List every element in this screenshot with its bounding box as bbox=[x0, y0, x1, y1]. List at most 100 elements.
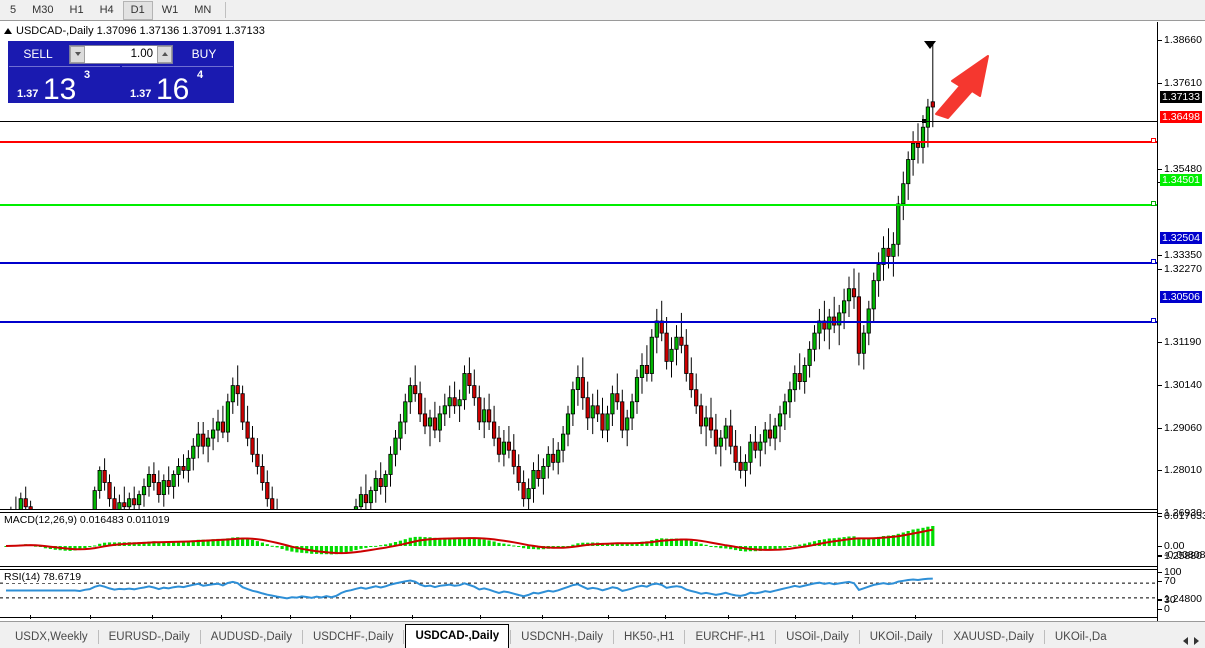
sell-price-prefix: 1.37 bbox=[17, 88, 39, 100]
buy-button[interactable]: BUY bbox=[191, 47, 217, 61]
price-axis-tick: 1.35480 bbox=[1158, 164, 1202, 174]
timeframe-button-mn[interactable]: MN bbox=[194, 4, 212, 16]
chart-tab-xauusd-daily[interactable]: XAUUSD-,Daily bbox=[953, 631, 1034, 643]
chart-tab-eurusd-daily[interactable]: EURUSD-,Daily bbox=[108, 631, 190, 643]
collapse-triangle-icon[interactable] bbox=[4, 28, 12, 34]
red-level-line-handle[interactable] bbox=[1151, 138, 1156, 143]
timeframe-button-w1[interactable]: W1 bbox=[161, 4, 179, 16]
sell-quote[interactable]: 1.37 13 3 bbox=[9, 66, 120, 105]
date-tick-mark bbox=[90, 615, 91, 619]
green-level-line-handle[interactable] bbox=[1151, 201, 1156, 206]
red-level-line[interactable] bbox=[0, 141, 1157, 143]
macd-axis-tick: -0.00808 bbox=[1158, 550, 1205, 560]
scroll-right-icon[interactable] bbox=[1194, 637, 1199, 645]
chart-tab-ukoil-daily[interactable]: UKOil-,Daily bbox=[869, 631, 933, 643]
date-tick-mark bbox=[290, 615, 291, 619]
date-tick-mark bbox=[608, 615, 609, 619]
current-price-marker bbox=[922, 119, 926, 123]
current-price-line[interactable] bbox=[0, 121, 1157, 122]
green-level-line[interactable] bbox=[0, 204, 1157, 206]
volume-stepper[interactable]: 1.00 bbox=[69, 44, 173, 64]
price-axis-tick-label: 1.25880 bbox=[1164, 550, 1202, 562]
chart-tab-eurchf-h1[interactable]: EURCHF-,H1 bbox=[695, 631, 766, 643]
price-axis[interactable]: 1.38660 1.37610 1.35480 1.33350 1.31190 1.301… bbox=[1157, 22, 1205, 647]
tick-mark-icon bbox=[1158, 427, 1162, 429]
price-axis-tick: 1.25880 bbox=[1158, 551, 1202, 561]
macd-axis-tick: 0.017653 bbox=[1158, 511, 1205, 521]
price-axis-green-level-label[interactable]: 1.34501 bbox=[1160, 174, 1202, 186]
macd-label: MACD(12,26,9) 0.016483 0.011019 bbox=[4, 514, 173, 526]
tab-divider bbox=[775, 630, 777, 644]
date-tick-mark bbox=[665, 615, 666, 619]
tick-mark-icon bbox=[1158, 82, 1162, 84]
rsi-axis-tick: 70 bbox=[1158, 576, 1176, 586]
chart-title-text: USDCAD-,Daily 1.37096 1.37136 1.37091 1.… bbox=[16, 25, 265, 37]
price-axis-tick-label: 1.35480 bbox=[1164, 163, 1202, 175]
macd-axis-tick-label: 0.00 bbox=[1164, 540, 1185, 552]
blue-level-line-1-handle[interactable] bbox=[1151, 259, 1156, 264]
macd-pane[interactable]: MACD(12,26,9) 0.016483 0.011019 bbox=[0, 512, 1157, 567]
one-click-trading-panel[interactable]: SELL 1.00 BUY 1.37 13 3 bbox=[8, 41, 234, 105]
chart-tab-audusd-daily[interactable]: AUDUSD-,Daily bbox=[210, 631, 292, 643]
volume-decrement-button[interactable] bbox=[70, 45, 85, 63]
timeframe-button-h4[interactable]: H4 bbox=[99, 4, 114, 16]
tick-mark-icon bbox=[1158, 608, 1162, 610]
price-axis-tick: 1.33350 bbox=[1158, 250, 1202, 260]
sell-button[interactable]: SELL bbox=[23, 47, 53, 61]
chart-tab-bar: USDX,Weekly EURUSD-,Daily AUDUSD-,Daily USD… bbox=[0, 621, 1205, 648]
tick-mark-icon bbox=[1158, 580, 1162, 582]
price-axis-tick-label: 1.26930 bbox=[1164, 507, 1202, 519]
price-axis-tick-label: 1.32270 bbox=[1164, 263, 1202, 275]
tick-mark-icon bbox=[1158, 512, 1162, 514]
timeframe-button-h1[interactable]: H1 bbox=[69, 4, 84, 16]
chart-tab-hk50-h1[interactable]: HK50-,H1 bbox=[623, 631, 675, 643]
tab-scroll-controls[interactable] bbox=[1183, 637, 1205, 648]
blue-level-line-2[interactable] bbox=[0, 321, 1157, 323]
tab-divider bbox=[612, 630, 614, 644]
tab-divider bbox=[1043, 630, 1045, 644]
chart-tab-ukoil-da[interactable]: UKOil-,Da bbox=[1054, 631, 1107, 643]
tab-divider bbox=[942, 630, 944, 644]
rsi-axis-tick-label: 0 bbox=[1164, 603, 1170, 615]
trade-panel-controls: SELL 1.00 BUY bbox=[9, 42, 233, 66]
chart-tab-usoil-daily[interactable]: USOil-,Daily bbox=[786, 631, 849, 643]
timeframe-button-d1[interactable]: D1 bbox=[122, 0, 153, 20]
blue-level-line-1[interactable] bbox=[0, 262, 1157, 264]
chart-tab-usdcnh-daily[interactable]: USDCNH-,Daily bbox=[521, 631, 603, 643]
date-tick-mark bbox=[728, 615, 729, 619]
rsi-label: RSI(14) 78.6719 bbox=[4, 571, 85, 583]
macd-axis-tick: 0.00 bbox=[1158, 541, 1184, 551]
timeframe-button-group: 5 M30 H1 H4 D1 W1 MN bbox=[0, 0, 219, 20]
date-tick-mark bbox=[221, 615, 222, 619]
blue-level-line-2-handle[interactable] bbox=[1151, 318, 1156, 323]
chart-tab-usdcad-daily[interactable]: USDCAD-,Daily bbox=[405, 624, 510, 648]
chevron-down-icon bbox=[74, 52, 81, 56]
buy-quote[interactable]: 1.37 16 4 bbox=[122, 66, 233, 105]
chart-tab-usdx-weekly[interactable]: USDX,Weekly bbox=[15, 631, 88, 643]
macd-axis-tick-label: -0.00808 bbox=[1164, 549, 1205, 561]
tick-mark-icon bbox=[1158, 598, 1162, 600]
rsi-series bbox=[0, 577, 1157, 600]
timeframe-button-5[interactable]: 5 bbox=[10, 4, 17, 16]
price-pane[interactable] bbox=[0, 40, 1157, 510]
date-tick-mark bbox=[350, 615, 351, 619]
price-axis-red-level-label[interactable]: 1.36498 bbox=[1160, 111, 1202, 123]
price-axis-blue-level-2-label[interactable]: 1.30506 bbox=[1160, 291, 1202, 303]
rsi-axis-tick-label: 70 bbox=[1164, 575, 1176, 587]
tab-divider bbox=[97, 630, 99, 644]
timeframe-button-m30[interactable]: M30 bbox=[32, 4, 54, 16]
tick-mark-icon bbox=[1158, 469, 1162, 471]
rsi-pane[interactable]: RSI(14) 78.6719 bbox=[0, 569, 1157, 618]
volume-increment-button[interactable] bbox=[157, 45, 172, 63]
price-axis-blue-level-1-label[interactable]: 1.32504 bbox=[1160, 232, 1202, 244]
rsi-axis-tick-label: 100 bbox=[1164, 566, 1182, 578]
chart-tab-usdchf-daily[interactable]: USDCHF-,Daily bbox=[312, 631, 394, 643]
date-tick-mark bbox=[915, 615, 916, 619]
tab-divider bbox=[684, 630, 686, 644]
scroll-left-icon[interactable] bbox=[1183, 637, 1188, 645]
sell-price-fraction: 3 bbox=[84, 69, 91, 81]
price-axis-current-price-label[interactable]: 1.37133 bbox=[1160, 91, 1202, 103]
volume-input[interactable]: 1.00 bbox=[85, 45, 157, 63]
tick-mark-icon bbox=[1158, 599, 1162, 601]
